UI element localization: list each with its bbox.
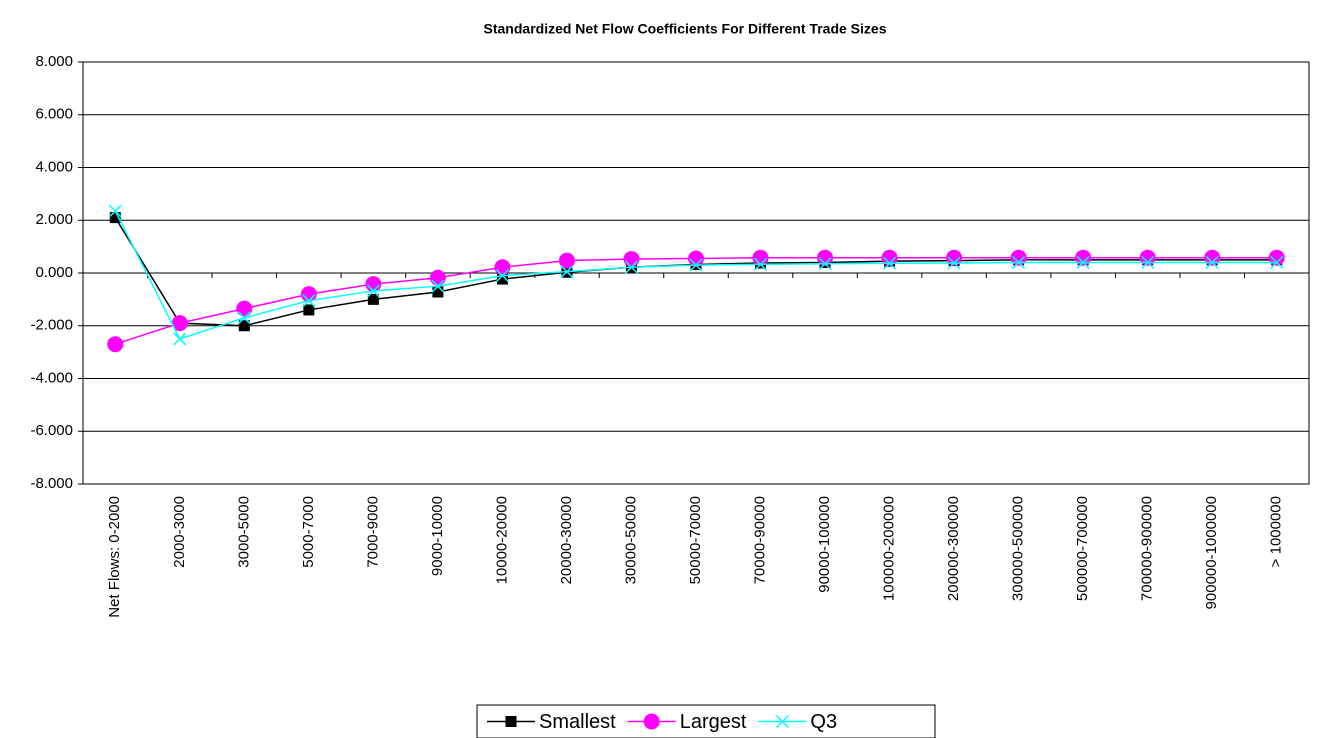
marker — [1141, 255, 1155, 269]
marker — [775, 714, 789, 729]
marker — [495, 269, 509, 283]
marker — [367, 293, 379, 305]
marker — [365, 276, 382, 293]
marker — [1012, 255, 1026, 269]
x-tick-label: 3000-5000 — [235, 496, 252, 568]
marker — [689, 258, 703, 272]
marker — [303, 304, 315, 316]
y-tick-label: 8.000 — [35, 53, 73, 70]
y-tick-label: -4.000 — [30, 369, 73, 386]
x-tick-label: 70000-90000 — [751, 496, 768, 584]
x-tick-label: 200000-300000 — [945, 496, 962, 601]
marker — [1204, 249, 1221, 266]
x-tick-label: 900000-1000000 — [1203, 496, 1220, 609]
marker — [752, 249, 769, 266]
y-tick-label: 2.000 — [35, 211, 73, 228]
marker — [688, 250, 704, 267]
y-tick-label: -6.000 — [30, 422, 73, 439]
x-tick-label: > 1000000 — [1268, 496, 1285, 567]
marker — [753, 257, 768, 271]
marker — [947, 256, 961, 270]
marker — [946, 249, 963, 266]
y-tick-label: 6.000 — [35, 106, 73, 123]
x-tick-label: 9000-10000 — [429, 496, 446, 576]
x-tick-label: 7000-9000 — [364, 496, 381, 568]
marker — [623, 251, 640, 268]
y-tick-label: -8.000 — [30, 475, 73, 492]
series-line — [114, 217, 1277, 327]
marker — [238, 320, 250, 332]
legend-box — [476, 704, 936, 738]
marker — [883, 256, 897, 270]
marker — [881, 249, 898, 266]
marker — [1205, 255, 1219, 269]
marker — [236, 300, 253, 317]
y-tick-label: 4.000 — [35, 158, 73, 175]
x-tick-label: 10000-20000 — [493, 496, 510, 584]
x-tick-label: 90000-100000 — [816, 496, 833, 593]
legend-label: Q3 — [810, 711, 837, 733]
marker — [505, 716, 517, 727]
legend-label: Smallest — [539, 711, 616, 733]
marker — [366, 284, 380, 298]
marker — [643, 713, 660, 730]
marker — [1075, 249, 1092, 266]
x-tick-label: 20000-30000 — [558, 496, 575, 584]
x-tick-label: 30000-50000 — [622, 496, 639, 584]
x-tick-label: 700000-900000 — [1139, 496, 1156, 601]
x-tick-label: 2000-3000 — [171, 496, 188, 568]
y-tick-label: -2.000 — [30, 317, 73, 334]
marker — [1010, 249, 1027, 266]
series-line — [114, 210, 1277, 340]
marker — [108, 204, 122, 218]
marker — [1139, 249, 1156, 266]
marker — [302, 294, 316, 308]
chart-title: Standardized Net Flow Coefficients For D… — [484, 21, 887, 37]
x-tick-label: 50000-70000 — [687, 496, 704, 584]
marker — [237, 311, 251, 325]
marker — [1270, 255, 1284, 269]
marker — [107, 336, 124, 353]
marker — [624, 260, 639, 274]
marker — [429, 269, 446, 286]
y-tick-label: 0.000 — [35, 264, 73, 281]
x-tick-label: 5000-7000 — [300, 496, 317, 568]
marker — [818, 257, 832, 271]
x-tick-label: Net Flows: 0-2000 — [106, 496, 123, 618]
marker — [1268, 249, 1285, 266]
marker — [173, 332, 187, 346]
marker — [1076, 255, 1090, 269]
marker — [494, 259, 511, 276]
x-tick-label: 100000-200000 — [881, 496, 898, 601]
x-tick-label: 500000-700000 — [1074, 496, 1091, 601]
marker — [560, 265, 574, 279]
series-line — [115, 256, 1277, 345]
legend-label: Largest — [680, 711, 747, 733]
marker — [817, 249, 834, 266]
marker — [432, 286, 444, 298]
marker — [431, 279, 445, 293]
x-tick-label: 300000-500000 — [1010, 496, 1027, 601]
marker — [558, 252, 575, 269]
